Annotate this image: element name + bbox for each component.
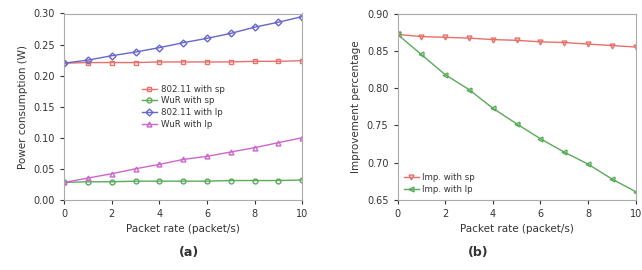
WuR with lp [132, 167, 139, 170]
WuR with sp [203, 180, 211, 183]
WuR with lp [275, 141, 282, 144]
Imp. with sp [560, 41, 568, 44]
Line: WuR with sp: WuR with sp [62, 177, 305, 185]
802.11 with sp [155, 60, 163, 63]
802.11 with lp [108, 54, 116, 57]
WuR with lp [60, 181, 68, 184]
Imp. with lp [489, 107, 497, 110]
Legend: Imp. with sp, Imp. with lp: Imp. with sp, Imp. with lp [402, 171, 477, 195]
X-axis label: Packet rate (packet/s): Packet rate (packet/s) [460, 224, 573, 234]
WuR with lp [299, 136, 306, 139]
802.11 with lp [299, 15, 306, 18]
WuR with lp [108, 172, 116, 175]
Y-axis label: Power consumption (W): Power consumption (W) [18, 45, 28, 169]
802.11 with lp [203, 37, 211, 40]
802.11 with lp [132, 50, 139, 54]
802.11 with lp [60, 62, 68, 65]
Line: 802.11 with sp: 802.11 with sp [62, 58, 305, 66]
Imp. with lp [441, 73, 449, 76]
802.11 with sp [84, 61, 92, 64]
Y-axis label: Improvement percentage: Improvement percentage [351, 40, 361, 173]
802.11 with sp [60, 62, 68, 65]
WuR with sp [299, 178, 306, 181]
802.11 with sp [108, 61, 116, 64]
802.11 with lp [179, 41, 187, 44]
Imp. with lp [584, 163, 592, 166]
Text: (a): (a) [179, 246, 200, 259]
Imp. with sp [441, 36, 449, 39]
WuR with sp [179, 180, 187, 183]
Legend: 802.11 with sp, WuR with sp, 802.11 with lp, WuR with lp: 802.11 with sp, WuR with sp, 802.11 with… [140, 83, 226, 130]
Imp. with lp [537, 137, 544, 140]
802.11 with sp [251, 60, 259, 63]
Imp. with sp [513, 39, 521, 42]
802.11 with lp [155, 46, 163, 49]
WuR with lp [203, 155, 211, 158]
Imp. with sp [608, 44, 616, 47]
WuR with lp [179, 158, 187, 161]
WuR with sp [84, 180, 92, 183]
Text: (b): (b) [468, 246, 489, 259]
Imp. with lp [394, 33, 401, 36]
Imp. with lp [417, 53, 425, 56]
WuR with sp [60, 181, 68, 184]
WuR with sp [155, 180, 163, 183]
WuR with sp [227, 179, 235, 182]
802.11 with sp [299, 59, 306, 62]
Imp. with lp [465, 88, 473, 91]
WuR with sp [251, 179, 259, 182]
802.11 with sp [275, 60, 282, 63]
Imp. with sp [584, 42, 592, 46]
WuR with sp [275, 179, 282, 182]
Imp. with sp [417, 35, 425, 38]
Imp. with sp [394, 33, 401, 36]
Imp. with lp [632, 190, 639, 193]
Line: Imp. with lp: Imp. with lp [395, 32, 638, 194]
Line: 802.11 with lp: 802.11 with lp [62, 14, 305, 66]
Line: Imp. with sp: Imp. with sp [395, 32, 638, 49]
Imp. with sp [489, 38, 497, 41]
802.11 with lp [227, 32, 235, 35]
802.11 with sp [179, 60, 187, 63]
WuR with sp [132, 180, 139, 183]
WuR with lp [155, 163, 163, 166]
Imp. with lp [513, 122, 521, 125]
WuR with lp [84, 177, 92, 180]
X-axis label: Packet rate (packet/s): Packet rate (packet/s) [126, 224, 240, 234]
WuR with sp [108, 180, 116, 183]
Imp. with lp [560, 150, 568, 154]
802.11 with lp [275, 21, 282, 24]
WuR with lp [251, 146, 259, 149]
WuR with lp [227, 150, 235, 154]
Imp. with lp [608, 177, 616, 181]
802.11 with sp [227, 60, 235, 63]
802.11 with sp [132, 61, 139, 64]
802.11 with lp [84, 58, 92, 62]
Imp. with sp [632, 45, 639, 49]
802.11 with lp [251, 26, 259, 29]
Imp. with sp [465, 36, 473, 40]
Imp. with sp [537, 40, 544, 43]
802.11 with sp [203, 60, 211, 63]
Line: WuR with lp: WuR with lp [62, 135, 305, 185]
